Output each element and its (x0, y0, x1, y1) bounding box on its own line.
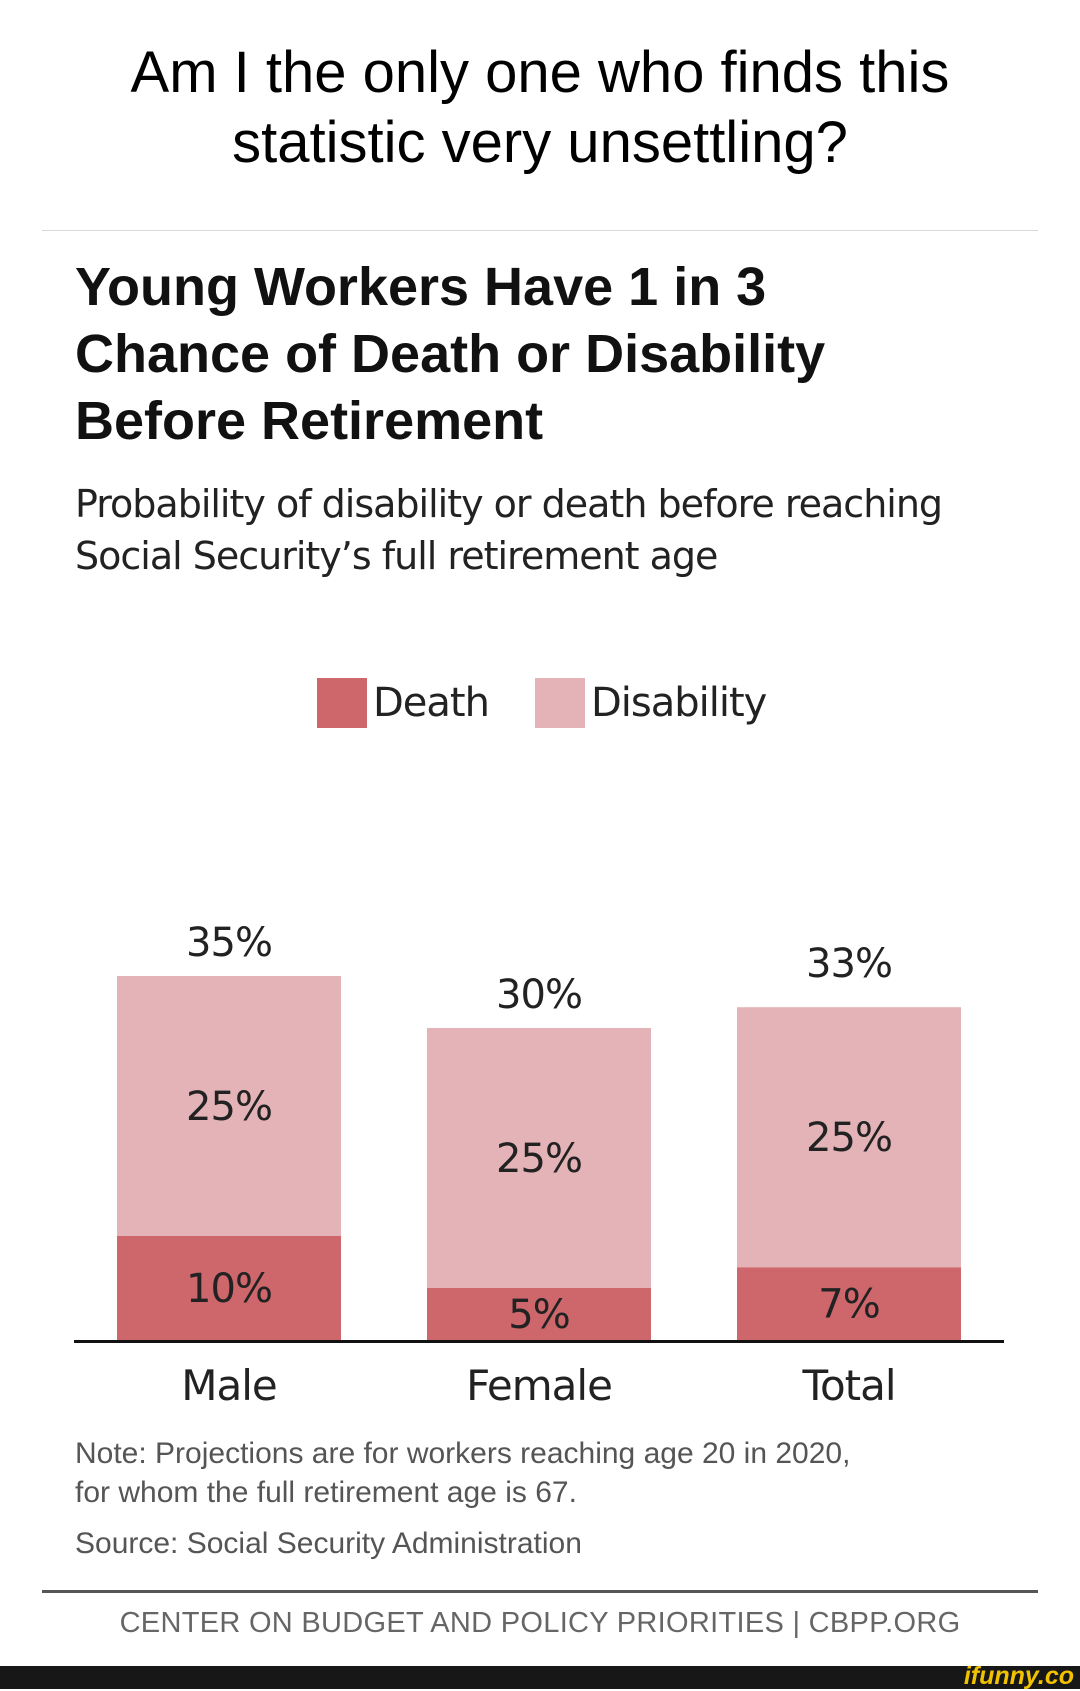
bar-disability-male (117, 976, 341, 1236)
data-label-death-total: 7% (818, 1282, 879, 1328)
chart-title: Young Workers Have 1 in 3 Chance of Deat… (75, 254, 1035, 455)
legend-item-disability: Disability (534, 678, 767, 728)
chart-note: Note: Projections are for workers reachi… (75, 1434, 1035, 1512)
stacked-bar-chart: 10% 25% 35% Male 5% 25% 30% Female 7% 25% 33% Total (74, 920, 1004, 1410)
chart-title-line-2: Chance of Death or Disability (75, 324, 826, 384)
x-tick-label-total: Total (801, 1361, 895, 1410)
chart-note-line-1: Note: Projections are for workers reachi… (75, 1437, 851, 1470)
bar-death-male (117, 1236, 341, 1340)
chart-subtitle-line-1: Probability of disability or death befor… (75, 482, 943, 526)
publisher-credit: CENTER ON BUDGET AND POLICY PRIORITIES |… (119, 1607, 961, 1639)
meme-caption: Am I the only one who finds this statist… (0, 38, 1080, 178)
watermark-bar: ifunny.co (0, 1662, 1080, 1690)
x-tick-label-male: Male (181, 1361, 276, 1410)
meme-caption-line-2: statistic very unsettling? (232, 110, 848, 175)
chart-source: Source: Social Security Administration (75, 1527, 582, 1560)
legend-label-disability: Disability (590, 680, 767, 726)
data-label-death-male: 10% (186, 1266, 272, 1312)
legend-swatch-disability (534, 678, 585, 728)
legend-label-death: Death (373, 680, 490, 726)
data-label-death-female: 5% (508, 1292, 569, 1338)
bar-disability-total (737, 1007, 961, 1268)
data-label-disability-female: 25% (496, 1136, 582, 1182)
bottom-divider (42, 1590, 1038, 1593)
chart-subtitle-line-2: Social Security’s full retirement age (75, 534, 718, 578)
chart-title-line-3: Before Retirement (75, 391, 544, 451)
meme-caption-line-1: Am I the only one who finds this (130, 40, 950, 105)
legend-item-death: Death (317, 678, 490, 728)
chart-title-line-1: Young Workers Have 1 in 3 (75, 257, 767, 317)
total-label-female: 30% (496, 972, 582, 1018)
chart-subtitle: Probability of disability or death befor… (75, 478, 1035, 582)
top-divider (42, 230, 1038, 231)
bar-death-female (427, 1288, 651, 1340)
data-label-disability-total: 25% (806, 1115, 892, 1161)
bar-death-total (737, 1267, 961, 1340)
total-label-male: 35% (186, 920, 272, 966)
data-label-disability-male: 25% (186, 1084, 272, 1130)
total-label-total: 33% (806, 941, 892, 987)
chart-note-line-2: for whom the full retirement age is 67. (75, 1476, 577, 1509)
x-tick-label-female: Female (466, 1361, 612, 1410)
chart-legend: Death Disability (317, 676, 812, 730)
bar-disability-female (427, 1028, 651, 1288)
ifunny-watermark: ifunny.co (963, 1662, 1074, 1690)
legend-swatch-death (317, 678, 367, 728)
